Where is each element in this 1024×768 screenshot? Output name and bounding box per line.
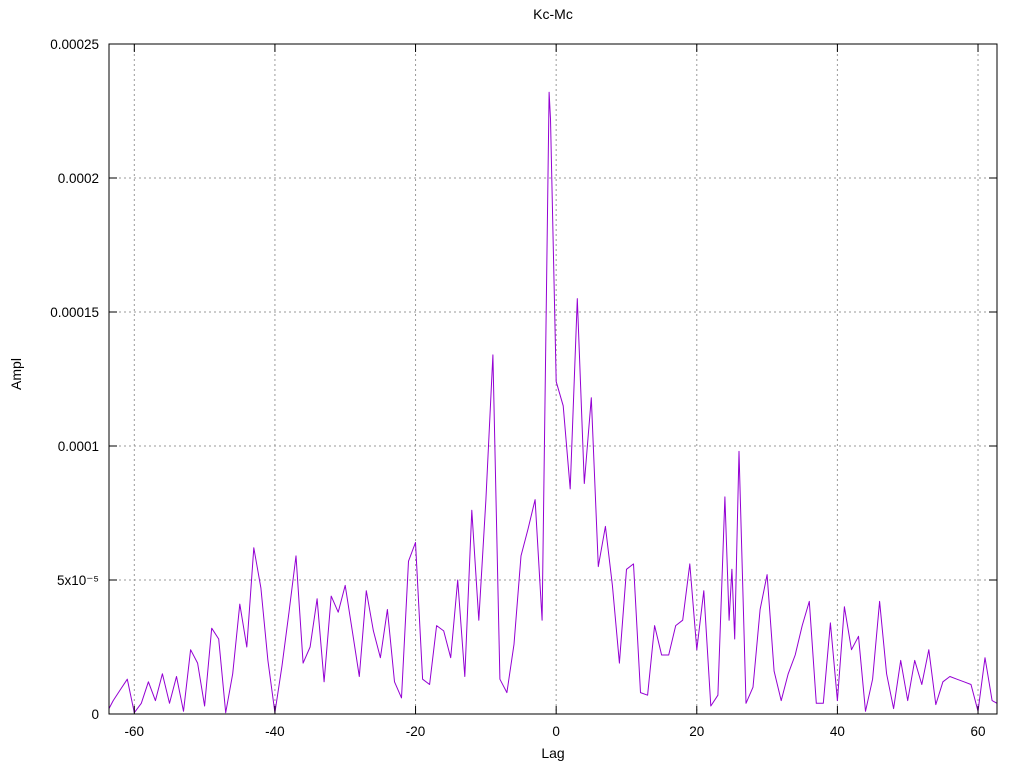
y-tick-label: 5x10⁻⁵ [57,573,99,588]
x-tick-label: 0 [552,724,560,739]
x-tick-label: -40 [265,724,285,739]
data-series-line [108,91,998,714]
x-tick-label: 60 [971,724,986,739]
plot-border [108,43,998,715]
chart-title: Kc-Mc [533,6,573,22]
x-axis-label: Lag [541,745,565,761]
x-tick-label: 40 [830,724,845,739]
y-tick-label: 0 [91,707,99,722]
y-tick-label: 0.00025 [50,37,99,52]
y-tick-label: 0.0001 [58,439,99,454]
x-tick-label: -20 [406,724,426,739]
y-tick-label: 0.00015 [50,305,99,320]
x-tick-label: -60 [125,724,145,739]
y-tick-label: 0.0002 [58,171,99,186]
x-tick-label: 20 [689,724,704,739]
